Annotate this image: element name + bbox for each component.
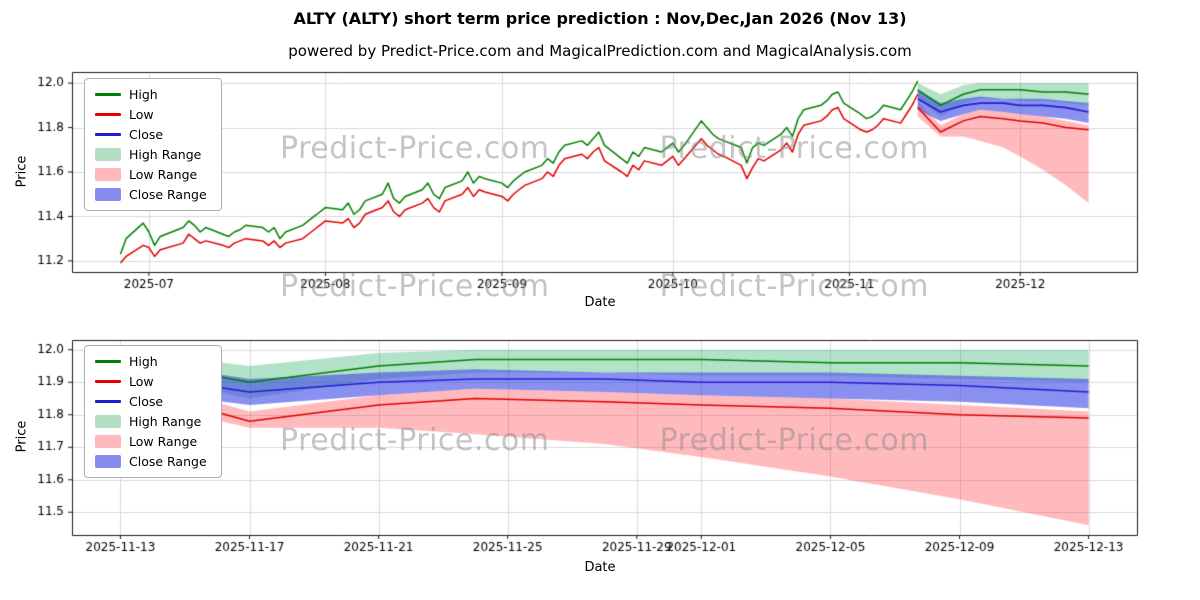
- legend-patch-swatch: [95, 148, 121, 161]
- legend-item-close-range: Close Range: [95, 454, 207, 469]
- legend-label: High Range: [129, 414, 202, 429]
- legend-item-low-range: Low Range: [95, 434, 207, 449]
- legend-item-close: Close: [95, 394, 207, 409]
- watermark-row: Predict-Price.com Predict-Price.com: [72, 423, 1137, 458]
- bottom-chart-xlabel: Date: [584, 560, 616, 575]
- legend-label: High Range: [129, 147, 202, 162]
- legend-patch-swatch: [95, 188, 121, 201]
- legend-label: High: [129, 354, 158, 369]
- watermark-text: Predict-Price.com: [659, 269, 929, 304]
- legend-item-high-range: High Range: [95, 147, 207, 162]
- legend-line-swatch: [95, 380, 121, 383]
- top-chart-xlabel: Date: [584, 295, 616, 310]
- legend-patch-swatch: [95, 415, 121, 428]
- legend-item-high: High: [95, 87, 207, 102]
- legend-label: Low: [129, 374, 154, 389]
- bottom-chart-legend: High Low Close High Range Low Range Close Ran…: [84, 345, 222, 478]
- watermark-text: Predict-Price.com: [280, 131, 550, 166]
- legend-label: Close: [129, 394, 164, 409]
- watermark-row: Predict-Price.com Predict-Price.com: [72, 269, 1137, 304]
- top-chart-legend: High Low Close High Range Low Range Close Ran…: [84, 78, 222, 211]
- legend-patch-swatch: [95, 435, 121, 448]
- legend-item-low: Low: [95, 107, 207, 122]
- legend-line-swatch: [95, 360, 121, 363]
- legend-item-high: High: [95, 354, 207, 369]
- watermark-text: Predict-Price.com: [659, 131, 929, 166]
- legend-line-swatch: [95, 400, 121, 403]
- legend-label: Low Range: [129, 434, 198, 449]
- legend-label: Close Range: [129, 187, 207, 202]
- legend-label: Close: [129, 127, 164, 142]
- watermark-text: Predict-Price.com: [659, 423, 929, 458]
- legend-item-low-range: Low Range: [95, 167, 207, 182]
- legend-item-close-range: Close Range: [95, 187, 207, 202]
- legend-patch-swatch: [95, 455, 121, 468]
- bottom-chart-ylabel: Price: [14, 420, 30, 453]
- chart-subtitle: powered by Predict-Price.com and Magical…: [288, 42, 912, 60]
- legend-item-low: Low: [95, 374, 207, 389]
- chart-title: ALTY (ALTY) short term price prediction …: [293, 9, 907, 28]
- legend-label: Low: [129, 107, 154, 122]
- top-chart-ylabel: Price: [14, 155, 30, 188]
- legend-item-high-range: High Range: [95, 414, 207, 429]
- watermark-row: Predict-Price.com Predict-Price.com: [72, 131, 1137, 166]
- legend-line-swatch: [95, 93, 121, 96]
- watermark-text: Predict-Price.com: [280, 269, 550, 304]
- legend-label: High: [129, 87, 158, 102]
- legend-patch-swatch: [95, 168, 121, 181]
- legend-label: Close Range: [129, 454, 207, 469]
- legend-line-swatch: [95, 133, 121, 136]
- legend-item-close: Close: [95, 127, 207, 142]
- watermark-text: Predict-Price.com: [280, 423, 550, 458]
- legend-label: Low Range: [129, 167, 198, 182]
- legend-line-swatch: [95, 113, 121, 116]
